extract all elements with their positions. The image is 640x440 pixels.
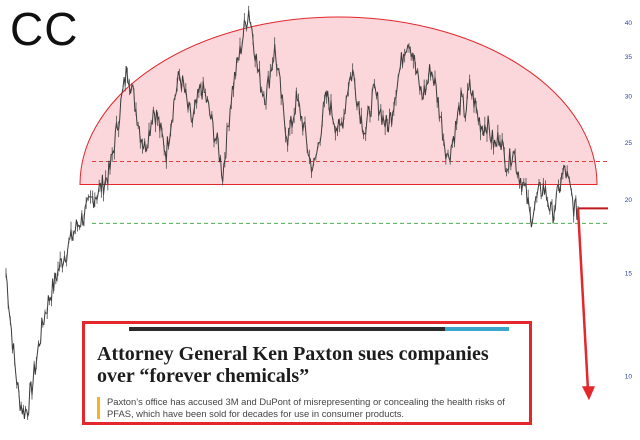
y-tick-label: 40 — [625, 20, 633, 27]
resistance-dome — [79, 16, 598, 185]
y-tick-label: 15 — [625, 270, 633, 277]
news-divider-bar — [129, 327, 509, 331]
quote-accent-bar — [97, 397, 100, 419]
projection-arrowhead — [582, 386, 595, 401]
y-tick-label: 30 — [625, 93, 633, 100]
projection-arrow-shaft — [576, 208, 590, 391]
y-tick-label: 20 — [625, 197, 633, 204]
news-callout: Attorney General Ken Paxton sues compani… — [82, 321, 532, 425]
y-tick-label: 10 — [625, 374, 633, 381]
news-headline: Attorney General Ken Paxton sues compani… — [97, 343, 489, 387]
y-tick-label: 25 — [625, 140, 633, 147]
y-tick-label: 35 — [625, 54, 633, 61]
ticker-symbol: CC — [10, 3, 79, 55]
news-summary: Paxton’s office has accused 3M and DuPon… — [107, 396, 505, 419]
